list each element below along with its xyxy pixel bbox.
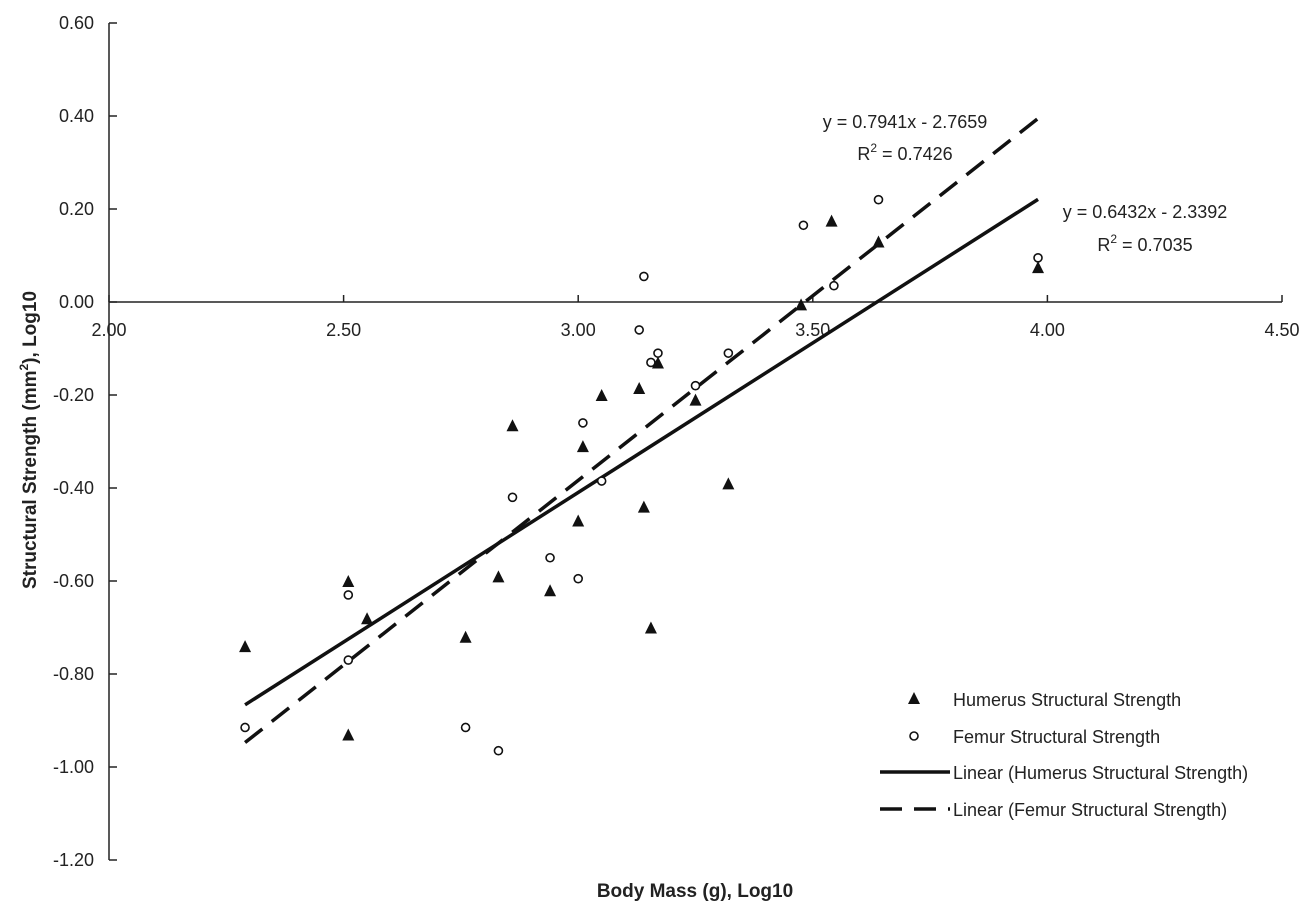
femur-trendline bbox=[243, 117, 1040, 744]
femur-point bbox=[545, 552, 555, 563]
humerus-point bbox=[872, 235, 885, 248]
y-tick-label: 0.20 bbox=[59, 199, 94, 219]
humerus-point bbox=[689, 393, 702, 406]
humerus-point bbox=[342, 575, 355, 587]
femur-point bbox=[639, 271, 649, 282]
y-tick-label: -1.00 bbox=[53, 757, 94, 777]
humerus-point bbox=[506, 419, 519, 432]
y-tick-label: -0.60 bbox=[53, 571, 94, 591]
x-tick-label: 4.00 bbox=[1030, 320, 1065, 340]
humerus-point bbox=[342, 728, 355, 741]
femur-point bbox=[1033, 253, 1043, 263]
humerus-point bbox=[651, 356, 664, 369]
x-ticks: 2.00 2.50 3.00 3.50 4.00 4.50 bbox=[91, 295, 1300, 340]
humerus-point bbox=[361, 612, 374, 625]
humerus-point bbox=[825, 214, 838, 227]
y-tick-label: -0.80 bbox=[53, 664, 94, 684]
femur-point bbox=[690, 380, 701, 391]
trendline-equations: y = 0.7941x - 2.7659 R2 = 0.7426 y = 0.6… bbox=[823, 112, 1228, 255]
trendlines bbox=[243, 117, 1040, 744]
legend-label-femur-linear: Linear (Femur Structural Strength) bbox=[953, 800, 1227, 820]
y-ticks: 0.60 0.40 0.20 0.00 -0.20 -0.40 -0.60 -0.80 -1.0… bbox=[53, 13, 117, 870]
humerus-point bbox=[239, 640, 252, 653]
humerus-point bbox=[459, 630, 472, 643]
y-tick-label: 0.00 bbox=[59, 292, 94, 312]
femur-point bbox=[873, 194, 884, 205]
femur-r2: R2 = 0.7426 bbox=[857, 141, 952, 164]
femur-point bbox=[240, 722, 250, 733]
humerus-point bbox=[795, 298, 808, 311]
legend-item-femur: Femur Structural Strength bbox=[909, 727, 1160, 747]
humerus-point bbox=[1032, 261, 1045, 274]
x-tick-label: 2.00 bbox=[91, 320, 126, 340]
y-axis-title: Structural Strength (mm2), Log10 bbox=[17, 291, 41, 589]
legend-item-humerus: Humerus Structural Strength bbox=[908, 690, 1181, 710]
humerus-point bbox=[576, 440, 589, 453]
femur-point bbox=[507, 492, 518, 503]
legend: Humerus Structural Strength Femur Struct… bbox=[880, 690, 1248, 820]
x-axis-title: Body Mass (g), Log10 bbox=[597, 881, 793, 902]
legend-circle-marker bbox=[909, 731, 919, 741]
femur-point bbox=[578, 418, 588, 428]
femur-point bbox=[723, 348, 734, 358]
femur-equation: y = 0.7941x - 2.7659 bbox=[823, 112, 988, 132]
femur-point bbox=[493, 745, 504, 756]
humerus-point bbox=[637, 500, 650, 513]
legend-item-femur-linear: Linear (Femur Structural Strength) bbox=[880, 800, 1227, 820]
y-tick-label: -0.20 bbox=[53, 385, 94, 405]
x-tick-label: 2.50 bbox=[326, 320, 361, 340]
x-tick-label: 3.00 bbox=[561, 320, 596, 340]
y-tick-label: 0.40 bbox=[59, 106, 94, 126]
x-tick-label: 3.50 bbox=[795, 320, 830, 340]
legend-label-femur: Femur Structural Strength bbox=[953, 727, 1160, 747]
humerus-trendline bbox=[244, 197, 1039, 707]
humerus-equation: y = 0.6432x - 2.3392 bbox=[1063, 202, 1228, 222]
femur-point bbox=[343, 590, 354, 600]
femur-point bbox=[596, 476, 607, 486]
legend-item-humerus-linear: Linear (Humerus Structural Strength) bbox=[880, 763, 1248, 783]
femur-point bbox=[653, 348, 663, 358]
humerus-point bbox=[644, 621, 657, 634]
femur-point bbox=[634, 325, 644, 335]
x-tick-label: 4.50 bbox=[1264, 320, 1299, 340]
femur-point bbox=[829, 280, 839, 291]
data-points bbox=[239, 194, 1045, 756]
humerus-point bbox=[492, 570, 505, 583]
y-tick-label: 0.60 bbox=[59, 13, 94, 33]
femur-point bbox=[798, 220, 809, 231]
humerus-point bbox=[595, 389, 608, 401]
humerus-point bbox=[633, 382, 646, 395]
legend-label-humerus: Humerus Structural Strength bbox=[953, 690, 1181, 710]
y-tick-label: -0.40 bbox=[53, 478, 94, 498]
legend-triangle-marker bbox=[908, 692, 920, 704]
femur-point bbox=[573, 573, 584, 584]
femur-point bbox=[460, 722, 471, 733]
humerus-r2: R2 = 0.7035 bbox=[1097, 232, 1192, 255]
femur-point bbox=[343, 655, 354, 665]
humerus-point bbox=[544, 584, 557, 597]
humerus-point bbox=[722, 477, 735, 490]
legend-label-humerus-linear: Linear (Humerus Structural Strength) bbox=[953, 763, 1248, 783]
humerus-point bbox=[572, 514, 585, 527]
axes bbox=[108, 23, 1282, 860]
y-tick-label: -1.20 bbox=[53, 850, 94, 870]
femur-point bbox=[646, 357, 656, 368]
